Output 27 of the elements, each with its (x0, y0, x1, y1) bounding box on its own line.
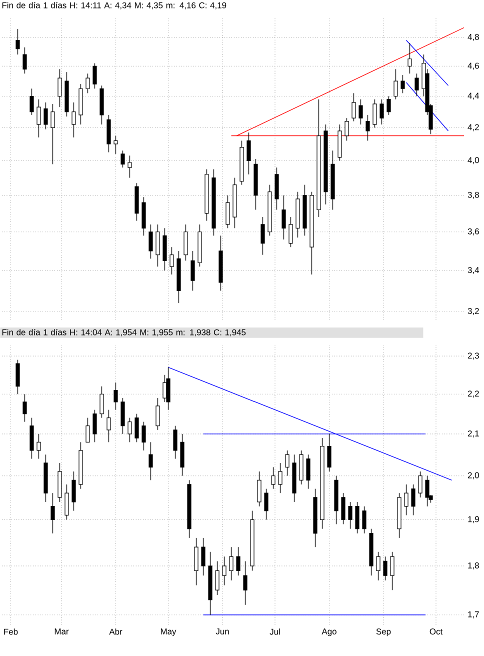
x-tick-label: Jun (216, 628, 229, 634)
y-tick-label: 1,8 (468, 562, 479, 570)
y-tick-label: 3,4 (468, 267, 480, 274)
x-tick-label: Mar (54, 628, 69, 634)
y-tick-label: 4,4 (468, 92, 480, 100)
y-tick-label: 1,7 (468, 611, 479, 618)
x-tick-label: Abr (109, 628, 122, 635)
chart-title: Fin de día 1 días H: 14:11 A: 4,34 M: 4,35 m: 4,16 C: 4,19 (2, 2, 226, 10)
y-tick-label: 2,3 (468, 352, 479, 360)
x-tick-label: Sep (376, 628, 391, 636)
y-tick-label: 4,0 (468, 157, 479, 164)
y-tick-label: 2,0 (468, 472, 479, 480)
y-tick-label: 2,2 (468, 390, 479, 398)
chart-title: Fin de día 1 días H: 14:04 A: 1,954 M: 1,955 m: 1,938 C: 1,945 (2, 328, 246, 336)
y-tick-label: 2,1 (468, 430, 479, 438)
x-tick-label: May (160, 628, 176, 636)
x-tick-label: Feb (4, 628, 18, 635)
y-tick-label: 3,8 (468, 192, 479, 199)
y-tick-label: 4,8 (468, 34, 479, 41)
y-tick-label: 4,2 (468, 124, 479, 132)
x-tick-label: Oct (430, 628, 443, 635)
x-tick-label: Ago (322, 628, 336, 636)
y-tick-label: 1,9 (468, 516, 479, 524)
y-tick-label: 3,2 (468, 308, 479, 315)
y-tick-label: 3,6 (468, 228, 479, 236)
y-tick-label: 4,6 (468, 62, 479, 70)
x-tick-label: Jul (270, 628, 280, 635)
